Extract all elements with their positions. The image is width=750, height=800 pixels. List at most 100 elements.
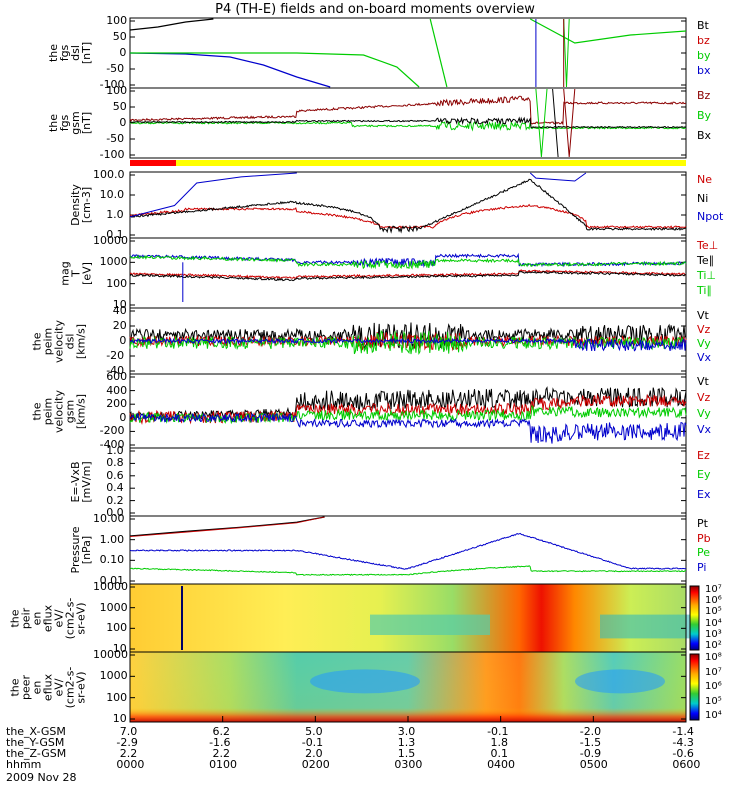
y-tick-label: 0.1	[106, 228, 124, 241]
y-axis-label-line: [mV/m]	[80, 461, 93, 503]
panel-frame	[129, 447, 687, 517]
x-axis-value: 0500	[579, 758, 608, 771]
y-axis-label: the peir en eflux eV/(cm2-s-sr-eV)	[8, 584, 87, 652]
colorbar-label: 10⁷	[705, 666, 722, 678]
y-tick-label: 0	[119, 410, 127, 424]
panel-efield	[129, 447, 687, 517]
ele-lowflux-region	[575, 669, 665, 694]
legend-Vt: Vt	[697, 309, 709, 322]
y-axis-label-line: sr-eV)	[74, 601, 87, 635]
pi-trace	[129, 532, 687, 570]
x-axis-value: -1.4	[672, 725, 694, 738]
vx-dsl-trace	[130, 337, 687, 352]
y-axis-label-line: T	[69, 269, 82, 277]
x-axis-value: 1.3	[397, 736, 416, 749]
by-trace-late	[530, 18, 687, 44]
x-axis-value: -0.1	[487, 725, 509, 738]
by-spike	[563, 18, 570, 88]
y-tick-label: 100.0	[93, 168, 125, 181]
tepar-trace	[129, 270, 687, 282]
y-tick-label: 1.0	[106, 444, 124, 457]
x-axis-value: 0400	[487, 758, 516, 771]
y-tick-label: 100	[106, 14, 128, 27]
y-axis-label-line: the	[30, 331, 43, 351]
y-axis-label-line: velocity	[52, 319, 65, 363]
mode-bar-fast	[130, 160, 176, 166]
colorbar-label: 10⁴	[705, 710, 722, 721]
y-tick-label: 1000	[99, 255, 128, 269]
colorbar-label: 10²	[705, 640, 722, 651]
legend-Ni: Ni	[697, 191, 709, 205]
pt-trace	[129, 516, 325, 537]
legend-Te∥: Te∥	[697, 254, 715, 267]
y-tick-label: 100	[106, 276, 128, 290]
y-tick-label: 1000	[99, 600, 128, 614]
by-gsm-spike	[535, 88, 548, 158]
y-tick-label: 10.00	[93, 512, 125, 525]
x-axis-value: 0300	[394, 758, 423, 771]
x-axis-value: 5.0	[305, 725, 323, 738]
x-axis-row-label: hhmm	[6, 758, 42, 771]
y-tick-label: 400	[106, 383, 128, 397]
x-axis-row-label: the_X-GSM	[6, 725, 66, 738]
legend-Vy: Vy	[697, 337, 711, 350]
y-tick-label: 0.10	[99, 553, 125, 567]
y-tick-label: 0.4	[106, 481, 124, 495]
legend-Ey: Ey	[697, 468, 711, 482]
ni-trace	[129, 178, 687, 234]
colorbar-label: 10⁶	[705, 681, 722, 692]
y-axis-label-line: [nT]	[80, 41, 93, 65]
x-axis-value: 2.2	[212, 747, 230, 760]
x-axis-value: 1.8	[490, 736, 508, 749]
x-axis-value: -4.3	[672, 736, 694, 749]
legend-Pi: Pi	[697, 560, 707, 574]
y-tick-label: -200	[99, 424, 125, 438]
y-tick-label: 100	[106, 621, 128, 635]
y-axis-label-line: (cm2-s-	[63, 666, 76, 708]
chart-title: P4 (TH-E) fields and on-board moments ov…	[215, 2, 535, 17]
y-axis-label-line: mag	[58, 260, 71, 286]
y-axis-label-line: en	[30, 611, 43, 625]
by-trace	[130, 52, 420, 88]
vt-gsm-trace	[129, 386, 687, 421]
colorbar	[689, 653, 700, 721]
y-axis-label-line: velocity	[52, 389, 65, 433]
by-trace-excursion	[429, 18, 448, 88]
y-axis-label-line: peer	[19, 674, 32, 700]
y-tick-label: 200	[106, 397, 128, 411]
legend-Pt: Pt	[697, 517, 708, 530]
panel-ion_spec	[129, 583, 700, 653]
y-axis-label-line: [cm-3]	[80, 186, 93, 224]
x-axis-value: -1.5	[579, 736, 602, 749]
y-tick-label: 0.6	[106, 468, 124, 482]
x-axis-value: 1.5	[397, 747, 416, 760]
y-tick-label: -50	[106, 62, 125, 75]
x-axis-value: 2.2	[119, 747, 138, 760]
mode-bar-slow	[130, 160, 686, 166]
y-axis-label-line: eV/	[52, 609, 65, 627]
y-axis-label-line: the	[30, 401, 43, 421]
x-axis-value: -2.0	[579, 725, 602, 738]
y-tick-label: 0.2	[106, 493, 124, 507]
legend-Ti⊥: Ti⊥	[697, 269, 717, 282]
vx-gsm-trace	[129, 412, 687, 444]
panel-frame	[129, 171, 687, 239]
legend-Ti∥: Ti∥	[697, 284, 712, 297]
colorbar-label: 10⁶	[705, 595, 722, 607]
y-axis-label-line: eV/	[52, 678, 65, 696]
y-axis-label-line: the	[8, 677, 21, 697]
y-tick-label: 0	[119, 334, 127, 347]
y-axis-label-line: [km/s]	[74, 323, 87, 359]
y-tick-label: 0.0	[106, 506, 124, 519]
bx-gsm-spike	[552, 88, 559, 158]
y-tick-label: -40	[106, 364, 125, 377]
x-axis-value: -0.9	[579, 747, 602, 760]
x-axis-row-label: the_Y-GSM	[6, 736, 65, 749]
legend-Pb: Pb	[697, 531, 711, 545]
legend-Bx: Bx	[697, 129, 712, 142]
x-axis-value: 0.1	[490, 747, 508, 760]
legend-By: By	[697, 109, 712, 122]
legend-Vt: Vt	[697, 375, 709, 388]
legend-bx: bx	[697, 64, 711, 77]
y-axis-label: E=-VxB [mV/m]	[69, 448, 93, 516]
